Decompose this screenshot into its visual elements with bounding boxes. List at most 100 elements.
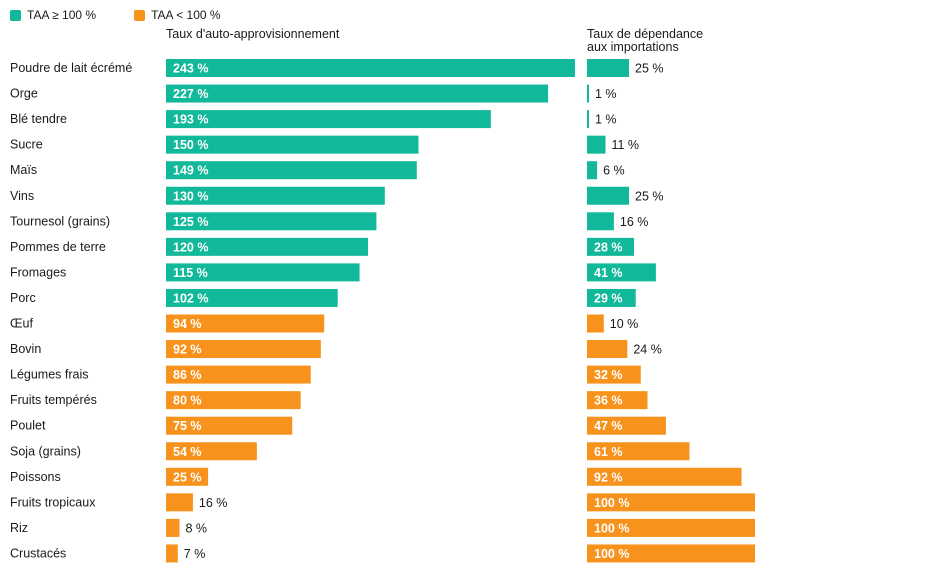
- category-label-oeuf: Œuf: [10, 317, 33, 331]
- dependance-bar-fruits-temperes: [587, 391, 648, 410]
- right-panel-title-line1: Taux de dépendance: [587, 27, 704, 41]
- taa-bar-ble-tendre: [166, 110, 491, 129]
- taa-value-label-vins: 130 %: [173, 189, 208, 203]
- taa-bar-oeuf: [166, 314, 325, 333]
- category-label-fromages: Fromages: [10, 265, 66, 279]
- category-label-fruits-temperes: Fruits tempérés: [10, 393, 97, 407]
- right-panel-title-line2: aux importations: [587, 40, 679, 54]
- legend-item-taa-high: TAA ≥ 100 %: [10, 8, 96, 22]
- dependance-bar-porc: [587, 288, 636, 307]
- taa-value-label-sucre: 150 %: [173, 138, 208, 152]
- taa-value-label-oeuf: 94 %: [173, 317, 202, 331]
- taa-value-label-porc: 102 %: [173, 291, 208, 305]
- dependance-bar-ble-tendre: [587, 110, 589, 129]
- taa-bar-riz: [166, 518, 180, 537]
- category-label-pommes-de-terre: Pommes de terre: [10, 240, 106, 254]
- taa-bar-pommes-de-terre: [166, 237, 368, 256]
- dependance-bar-soja-grains: [587, 442, 690, 461]
- dependance-bar-tournesol-grains: [587, 212, 614, 231]
- dependance-value-label-crustaces: 100 %: [594, 547, 629, 561]
- dependance-value-label-poulet: 47 %: [594, 419, 623, 433]
- taa-bar-vins: [166, 186, 385, 205]
- dependance-value-label-fruits-temperes: 36 %: [594, 394, 623, 408]
- dependance-bar-poudre-de-lait-ecreme: [587, 59, 629, 77]
- taa-value-label-fromages: 115 %: [173, 266, 208, 280]
- legend-label-taa-low: TAA < 100 %: [151, 8, 221, 22]
- taa-value-label-bovin: 92 %: [173, 343, 202, 357]
- category-label-orge: Orge: [10, 87, 38, 101]
- taa-value-label-orge: 227 %: [173, 87, 208, 101]
- taa-value-label-poulet: 75 %: [173, 419, 202, 433]
- legend-label-taa-high: TAA ≥ 100 %: [27, 8, 97, 22]
- taa-bar-tournesol-grains: [166, 212, 377, 231]
- dependance-value-label-orge: 1 %: [595, 87, 617, 101]
- legend: TAA ≥ 100 % TAA < 100 %: [10, 8, 221, 22]
- taa-value-label-pommes-de-terre: 120 %: [173, 240, 208, 254]
- category-label-soja-grains: Soja (grains): [10, 444, 81, 458]
- taa-value-label-poudre-de-lait-ecreme: 243 %: [173, 62, 208, 76]
- category-label-riz: Riz: [10, 521, 28, 535]
- taa-bar-orge: [166, 84, 549, 103]
- category-label-poissons: Poissons: [10, 470, 61, 484]
- category-label-tournesol-grains: Tournesol (grains): [10, 214, 110, 228]
- taa-value-label-soja-grains: 54 %: [173, 445, 202, 459]
- dependance-value-label-fruits-tropicaux: 100 %: [594, 496, 629, 510]
- category-label-fruits-tropicaux: Fruits tropicaux: [10, 495, 96, 509]
- taa-bar-porc: [166, 288, 338, 307]
- dependance-value-label-tournesol-grains: 16 %: [620, 215, 649, 229]
- dependance-value-label-ble-tendre: 1 %: [595, 113, 617, 127]
- category-label-legumes-frais: Légumes frais: [10, 368, 89, 382]
- dependance-bar-legumes-frais: [587, 365, 641, 384]
- dependance-bar-pommes-de-terre: [587, 237, 635, 256]
- category-label-ble-tendre: Blé tendre: [10, 112, 67, 126]
- taa-value-label-mais: 149 %: [173, 164, 208, 178]
- dependance-bar-vins: [587, 186, 629, 205]
- legend-item-taa-low: TAA < 100 %: [134, 8, 221, 22]
- dependance-bar-poulet: [587, 416, 666, 435]
- dependance-bar-oeuf: [587, 314, 604, 333]
- right-panel-title: Taux de dépendance aux importations: [587, 28, 703, 54]
- taa-value-label-tournesol-grains: 125 %: [173, 215, 208, 229]
- dependance-value-label-bovin: 24 %: [633, 343, 662, 357]
- taa-bar-poissons: [166, 467, 209, 486]
- dependance-value-label-legumes-frais: 32 %: [594, 368, 623, 382]
- taa-bar-bovin: [166, 340, 321, 359]
- taa-value-label-fruits-tropicaux: 16 %: [199, 496, 228, 510]
- taa-value-label-ble-tendre: 193 %: [173, 113, 208, 127]
- taa-bar-crustaces: [166, 544, 178, 563]
- category-label-poudre-de-lait-ecreme: Poudre de lait écrémé: [10, 61, 132, 75]
- left-panel-title-text: Taux d'auto-approvisionnement: [166, 27, 340, 41]
- dependance-bar-poissons: [587, 467, 742, 486]
- dependance-bar-fromages: [587, 263, 656, 282]
- category-label-mais: Maïs: [10, 163, 37, 177]
- dependance-value-label-soja-grains: 61 %: [594, 445, 623, 459]
- left-panel-title: Taux d'auto-approvisionnement: [166, 28, 339, 41]
- taa-bar-soja-grains: [166, 442, 257, 461]
- dependance-value-label-vins: 25 %: [635, 189, 664, 203]
- dependance-bar-orge: [587, 84, 589, 103]
- category-label-poulet: Poulet: [10, 419, 46, 433]
- taa-bar-sucre: [166, 135, 419, 154]
- taa-bar-legumes-frais: [166, 365, 311, 384]
- dependance-value-label-pommes-de-terre: 28 %: [594, 240, 623, 254]
- taa-value-label-fruits-temperes: 80 %: [173, 394, 202, 408]
- taa-bar-fruits-temperes: [166, 391, 301, 410]
- dependance-value-label-sucre: 11 %: [611, 138, 639, 152]
- dependance-bar-crustaces: [587, 544, 755, 563]
- dependance-bar-bovin: [587, 340, 628, 359]
- taa-value-label-poissons: 25 %: [173, 470, 202, 484]
- dependance-value-label-porc: 29 %: [594, 291, 623, 305]
- category-label-porc: Porc: [10, 291, 36, 305]
- category-label-bovin: Bovin: [10, 342, 41, 356]
- taa-bar-fromages: [166, 263, 360, 282]
- dependance-bar-sucre: [587, 135, 606, 154]
- dependance-bar-fruits-tropicaux: [587, 493, 755, 512]
- taa-bar-mais: [166, 161, 417, 180]
- dependance-value-label-mais: 6 %: [603, 164, 625, 178]
- taa-bar-fruits-tropicaux: [166, 493, 193, 512]
- dependance-bar-riz: [587, 518, 755, 537]
- category-label-vins: Vins: [10, 189, 34, 203]
- taa-bar-poudre-de-lait-ecreme: [166, 59, 575, 77]
- dependance-value-label-poissons: 92 %: [594, 470, 623, 484]
